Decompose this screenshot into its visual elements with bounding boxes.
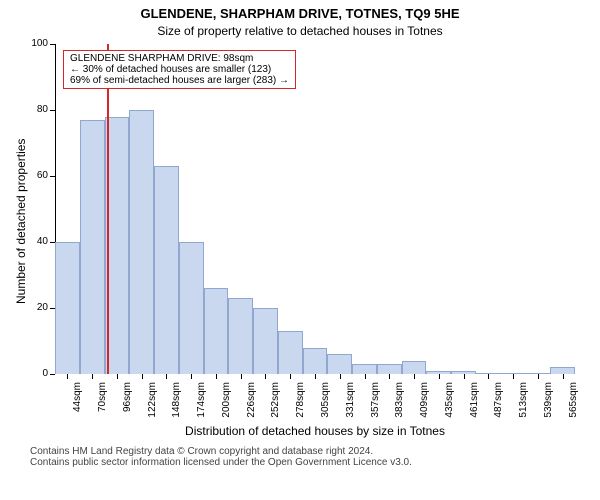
x-tick-label: 383sqm — [394, 382, 405, 422]
histogram-bar — [154, 166, 179, 374]
histogram-bar — [80, 120, 105, 374]
annotation-box: GLENDENE SHARPHAM DRIVE: 98sqm← 30% of d… — [63, 50, 296, 89]
histogram-bar — [327, 354, 352, 374]
x-tick — [290, 374, 291, 379]
x-tick — [464, 374, 465, 379]
plot-area: 02040608010044sqm70sqm96sqm122sqm148sqm1… — [55, 44, 575, 374]
x-tick-label: 96sqm — [122, 382, 133, 422]
x-tick — [538, 374, 539, 379]
y-tick-label: 80 — [20, 104, 48, 115]
x-tick — [488, 374, 489, 379]
x-tick-label: 44sqm — [72, 382, 83, 422]
x-tick — [315, 374, 316, 379]
y-tick-label: 20 — [20, 302, 48, 313]
sub-title: Size of property relative to detached ho… — [0, 24, 600, 38]
x-tick-label: 513sqm — [518, 382, 529, 422]
footnote-line: Contains public sector information licen… — [0, 457, 600, 468]
x-tick-label: 148sqm — [171, 382, 182, 422]
main-title: GLENDENE, SHARPHAM DRIVE, TOTNES, TQ9 5H… — [0, 6, 600, 21]
x-tick — [563, 374, 564, 379]
x-tick — [92, 374, 93, 379]
y-tick-label: 40 — [20, 236, 48, 247]
y-tick-label: 60 — [20, 170, 48, 181]
y-tick-label: 0 — [20, 368, 48, 379]
x-tick-label: 305sqm — [320, 382, 331, 422]
x-tick — [265, 374, 266, 379]
x-tick-label: 226sqm — [246, 382, 257, 422]
x-tick-label: 252sqm — [270, 382, 281, 422]
x-tick-label: 565sqm — [568, 382, 579, 422]
histogram-bar — [303, 348, 328, 374]
annotation-line: GLENDENE SHARPHAM DRIVE: 98sqm — [70, 53, 289, 64]
footnote-line: Contains HM Land Registry data © Crown c… — [0, 446, 600, 457]
x-tick-label: 122sqm — [147, 382, 158, 422]
x-tick-label: 409sqm — [419, 382, 430, 422]
x-tick-label: 200sqm — [221, 382, 232, 422]
x-tick-label: 435sqm — [444, 382, 455, 422]
y-axis-label: Number of detached properties — [14, 139, 28, 304]
property-marker-line — [107, 44, 109, 374]
x-tick-label: 278sqm — [295, 382, 306, 422]
x-tick — [513, 374, 514, 379]
x-tick — [191, 374, 192, 379]
histogram-bar — [402, 361, 427, 374]
histogram-bar — [278, 331, 303, 374]
y-tick — [50, 374, 55, 375]
annotation-line: 69% of semi-detached houses are larger (… — [70, 75, 289, 86]
x-tick-label: 461sqm — [469, 382, 480, 422]
histogram-bar — [253, 308, 278, 374]
x-tick — [166, 374, 167, 379]
x-tick — [389, 374, 390, 379]
histogram-bar — [377, 364, 402, 374]
x-tick — [439, 374, 440, 379]
x-tick — [216, 374, 217, 379]
y-tick-label: 100 — [20, 38, 48, 49]
x-tick — [142, 374, 143, 379]
histogram-bar — [352, 364, 377, 374]
histogram-bar — [179, 242, 204, 374]
x-tick-label: 174sqm — [196, 382, 207, 422]
x-tick-label: 539sqm — [543, 382, 554, 422]
x-axis-label: Distribution of detached houses by size … — [55, 424, 575, 438]
x-tick — [241, 374, 242, 379]
x-tick — [365, 374, 366, 379]
x-tick — [414, 374, 415, 379]
y-tick — [50, 44, 55, 45]
histogram-bar — [129, 110, 154, 374]
histogram-chart: GLENDENE, SHARPHAM DRIVE, TOTNES, TQ9 5H… — [0, 0, 600, 500]
y-tick — [50, 110, 55, 111]
footnotes: Contains HM Land Registry data © Crown c… — [0, 446, 600, 468]
x-tick-label: 487sqm — [493, 382, 504, 422]
x-tick — [67, 374, 68, 379]
histogram-bar — [228, 298, 253, 374]
histogram-bar — [550, 367, 575, 374]
x-tick-label: 331sqm — [345, 382, 356, 422]
histogram-bar — [55, 242, 80, 374]
x-tick-label: 70sqm — [97, 382, 108, 422]
y-tick — [50, 176, 55, 177]
x-tick — [340, 374, 341, 379]
annotation-line: ← 30% of detached houses are smaller (12… — [70, 64, 289, 75]
x-tick-label: 357sqm — [370, 382, 381, 422]
histogram-bar — [204, 288, 229, 374]
x-tick — [117, 374, 118, 379]
